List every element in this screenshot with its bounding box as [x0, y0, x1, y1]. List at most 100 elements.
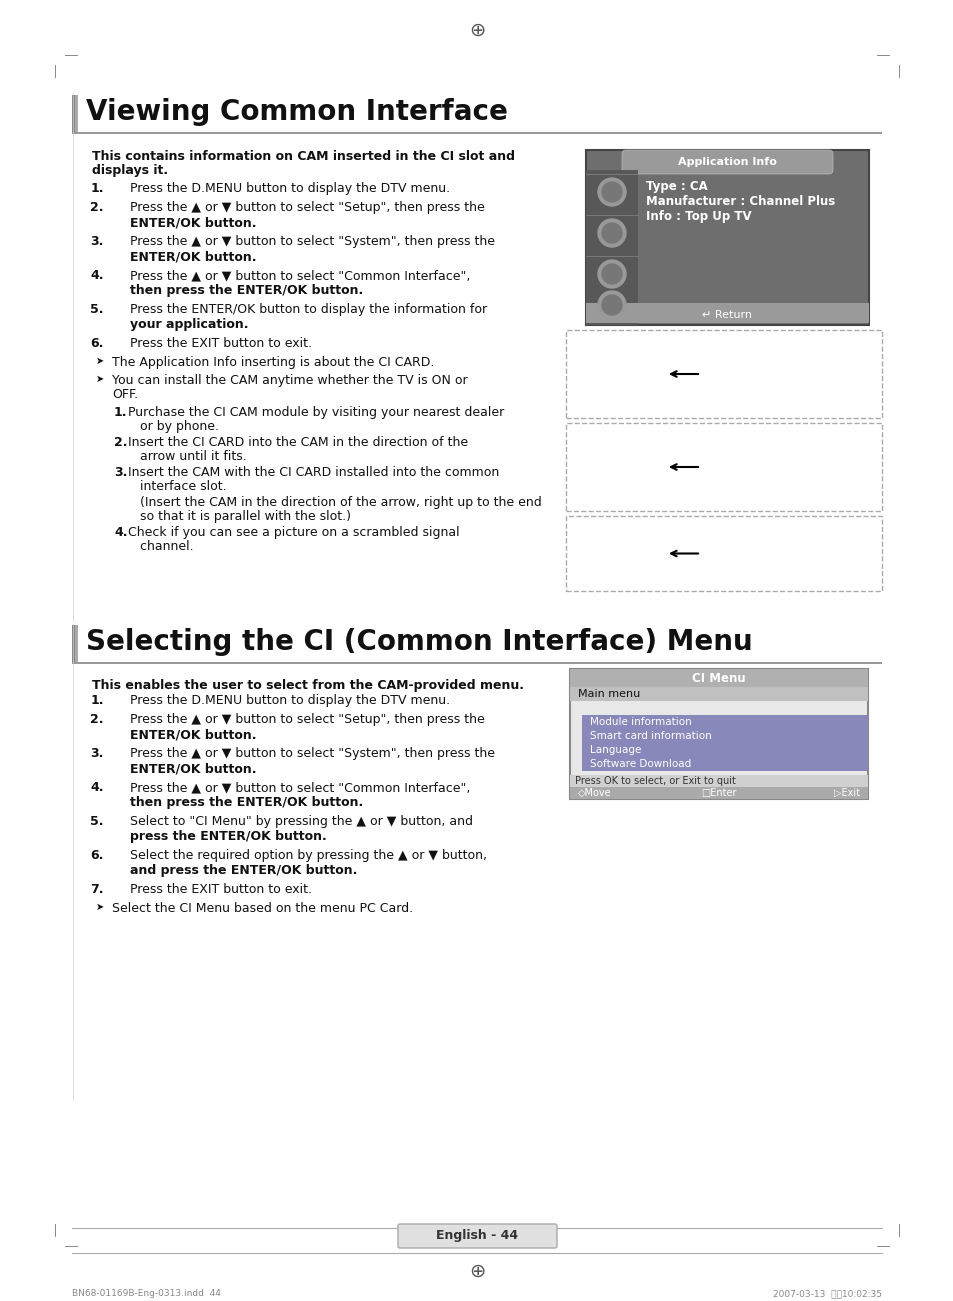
Text: Software Download: Software Download: [589, 758, 691, 769]
Text: Main menu: Main menu: [578, 690, 639, 699]
FancyBboxPatch shape: [621, 150, 832, 174]
Text: ENTER/OK button.: ENTER/OK button.: [130, 250, 256, 263]
Text: 6.: 6.: [91, 850, 104, 863]
Text: Insert the CI CARD into the CAM in the direction of the: Insert the CI CARD into the CAM in the d…: [128, 436, 468, 449]
Text: Press the ENTER/OK button to display the information for: Press the ENTER/OK button to display the…: [130, 303, 487, 316]
Text: Press OK to select, or Exit to quit: Press OK to select, or Exit to quit: [575, 775, 735, 786]
Text: □Enter: □Enter: [700, 788, 736, 798]
Text: Selecting the CI (Common Interface) Menu: Selecting the CI (Common Interface) Menu: [86, 628, 752, 656]
Bar: [565, 330, 882, 418]
Text: 5.: 5.: [91, 814, 104, 827]
Text: OFF.: OFF.: [112, 388, 138, 401]
Circle shape: [601, 264, 621, 284]
Text: Insert the CAM with the CI CARD installed into the common: Insert the CAM with the CI CARD installe…: [128, 466, 498, 479]
Text: 3.: 3.: [113, 466, 128, 479]
Text: Viewing Common Interface: Viewing Common Interface: [86, 98, 507, 126]
Bar: [71, 95, 78, 131]
Circle shape: [601, 295, 621, 315]
Text: 4.: 4.: [91, 781, 104, 794]
Text: Select to "CI Menu" by pressing the ▲ or ▼ button, and: Select to "CI Menu" by pressing the ▲ or…: [130, 814, 473, 827]
Text: ⊕: ⊕: [468, 21, 485, 39]
FancyBboxPatch shape: [397, 1224, 557, 1248]
Circle shape: [598, 260, 625, 288]
Text: ENTER/OK button.: ENTER/OK button.: [130, 762, 256, 775]
Bar: [565, 516, 882, 591]
Text: Module information: Module information: [589, 717, 691, 727]
Text: 1.: 1.: [91, 182, 104, 195]
Text: 4.: 4.: [113, 526, 128, 539]
Bar: [71, 131, 882, 134]
Bar: [71, 95, 75, 131]
Text: BN68-01169B-Eng-0313.indd  44: BN68-01169B-Eng-0313.indd 44: [71, 1289, 221, 1298]
Text: interface slot.: interface slot.: [128, 480, 227, 493]
Text: Press the EXIT button to exit.: Press the EXIT button to exit.: [130, 883, 312, 896]
Text: 5.: 5.: [91, 303, 104, 316]
Text: Info : Top Up TV: Info : Top Up TV: [645, 209, 751, 222]
Text: CI Menu: CI Menu: [692, 671, 745, 684]
Text: ⊕: ⊕: [468, 1262, 485, 1280]
Bar: [569, 687, 867, 701]
Circle shape: [598, 291, 625, 319]
Text: your application.: your application.: [130, 317, 248, 330]
Text: 1.: 1.: [113, 406, 128, 419]
Text: Application Info: Application Info: [678, 157, 776, 167]
Text: Press the ▲ or ▼ button to select "Setup", then press the: Press the ▲ or ▼ button to select "Setup…: [130, 713, 484, 726]
Bar: [585, 170, 638, 325]
Text: then press the ENTER/OK button.: then press the ENTER/OK button.: [130, 796, 363, 809]
Text: Press the D.MENU button to display the DTV menu.: Press the D.MENU button to display the D…: [130, 182, 450, 195]
Text: displays it.: displays it.: [91, 164, 168, 177]
Circle shape: [598, 178, 625, 206]
Text: ENTER/OK button.: ENTER/OK button.: [130, 216, 256, 229]
Text: so that it is parallel with the slot.): so that it is parallel with the slot.): [128, 510, 351, 523]
Text: Press the ▲ or ▼ button to select "System", then press the: Press the ▲ or ▼ button to select "Syste…: [130, 235, 495, 248]
Text: ◇Move: ◇Move: [578, 788, 611, 798]
Circle shape: [601, 222, 621, 243]
Text: then press the ENTER/OK button.: then press the ENTER/OK button.: [130, 284, 363, 297]
Bar: [581, 757, 867, 771]
Bar: [581, 716, 867, 729]
Bar: [581, 743, 867, 757]
Text: Press the ▲ or ▼ button to select "Setup", then press the: Press the ▲ or ▼ button to select "Setup…: [130, 200, 484, 213]
Text: channel.: channel.: [128, 540, 193, 553]
Text: This enables the user to select from the CAM-provided menu.: This enables the user to select from the…: [91, 679, 523, 692]
Text: 6.: 6.: [91, 337, 104, 350]
Bar: [71, 662, 882, 664]
Text: ↵ Return: ↵ Return: [701, 310, 752, 320]
Text: ➤: ➤: [96, 902, 104, 912]
Bar: [71, 624, 75, 662]
Text: The Application Info inserting is about the CI CARD.: The Application Info inserting is about …: [112, 356, 434, 369]
Bar: [585, 303, 868, 323]
Bar: [71, 624, 78, 662]
Text: Purchase the CI CAM module by visiting your nearest dealer: Purchase the CI CAM module by visiting y…: [128, 406, 504, 419]
Text: 2007-03-13  午前10:02:35: 2007-03-13 午前10:02:35: [772, 1289, 882, 1298]
Text: Select the CI Menu based on the menu PC Card.: Select the CI Menu based on the menu PC …: [112, 902, 413, 915]
Bar: [569, 775, 867, 787]
Text: Type : CA: Type : CA: [645, 180, 707, 193]
Text: arrow until it fits.: arrow until it fits.: [128, 450, 247, 463]
Text: 2.: 2.: [91, 713, 104, 726]
Bar: [569, 787, 867, 799]
Text: English - 44: English - 44: [436, 1229, 517, 1242]
Text: 4.: 4.: [91, 269, 104, 282]
Text: Select the required option by pressing the ▲ or ▼ button,: Select the required option by pressing t…: [130, 850, 486, 863]
Bar: [585, 150, 868, 325]
Text: Press the ▲ or ▼ button to select "System", then press the: Press the ▲ or ▼ button to select "Syste…: [130, 747, 495, 760]
Text: ENTER/OK button.: ENTER/OK button.: [130, 729, 256, 742]
Text: press the ENTER/OK button.: press the ENTER/OK button.: [130, 830, 327, 843]
Text: 7.: 7.: [91, 883, 104, 896]
Text: Press the D.MENU button to display the DTV menu.: Press the D.MENU button to display the D…: [130, 693, 450, 706]
Text: ▷Exit: ▷Exit: [833, 788, 859, 798]
Text: 2.: 2.: [91, 200, 104, 213]
Bar: [565, 423, 882, 511]
Text: This contains information on CAM inserted in the CI slot and: This contains information on CAM inserte…: [91, 150, 515, 163]
Text: Press the EXIT button to exit.: Press the EXIT button to exit.: [130, 337, 312, 350]
Text: Press the ▲ or ▼ button to select "Common Interface",: Press the ▲ or ▼ button to select "Commo…: [130, 781, 470, 794]
Text: and press the ENTER/OK button.: and press the ENTER/OK button.: [130, 864, 357, 877]
Bar: [569, 669, 867, 687]
Text: Press the ▲ or ▼ button to select "Common Interface",: Press the ▲ or ▼ button to select "Commo…: [130, 269, 470, 282]
Bar: [581, 729, 867, 743]
Text: You can install the CAM anytime whether the TV is ON or: You can install the CAM anytime whether …: [112, 373, 467, 386]
Text: Language: Language: [589, 745, 640, 755]
Text: ➤: ➤: [96, 373, 104, 384]
Text: 3.: 3.: [91, 747, 104, 760]
